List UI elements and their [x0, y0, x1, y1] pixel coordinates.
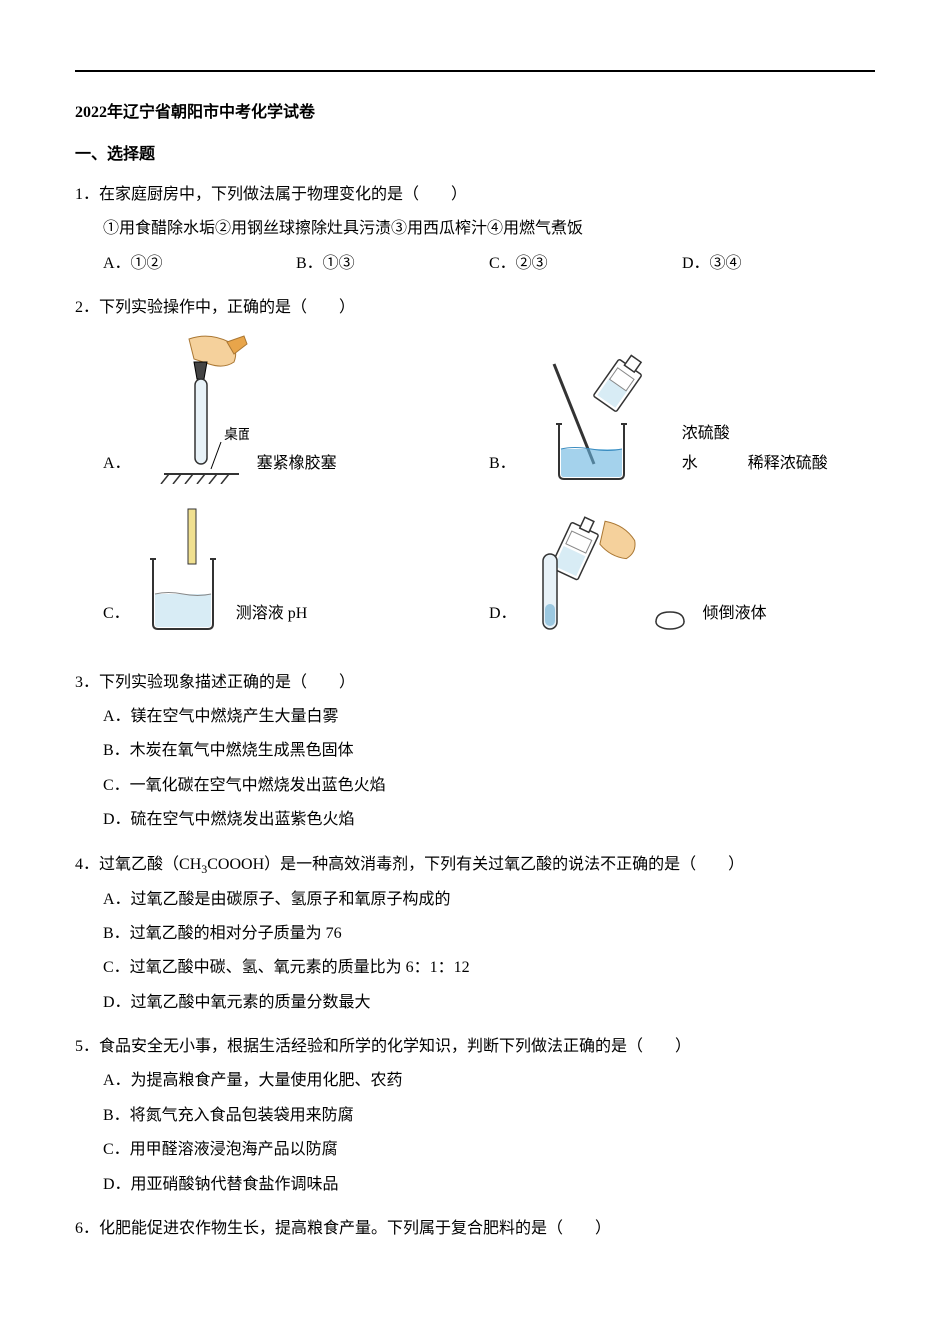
diagram-ph-icon: [138, 504, 228, 634]
option-d: D．硫在空气中燃烧发出蓝紫色火焰: [103, 805, 875, 835]
question-stem: 下列实验操作中，正确的是（ ）: [99, 299, 355, 316]
option-a: A．①②: [103, 249, 296, 279]
image-options: A．: [75, 334, 875, 654]
question-subtext: ①用食醋除水垢②用钢丝球擦除灶具污渍③用西瓜榨汁④用燃气煮饭: [75, 214, 875, 244]
option-a: A．过氧乙酸是由碳原子、氢原子和氧原子构成的: [103, 885, 875, 915]
question-number: 1．: [75, 186, 99, 203]
question-stem: 在家庭厨房中，下列做法属于物理变化的是（ ）: [99, 186, 467, 203]
diagram-box: 测溶液 pH: [138, 504, 308, 634]
question-stem-pre: 过氧乙酸（CH: [99, 856, 201, 873]
question-text: 3．下列实验现象描述正确的是（ ）: [75, 668, 875, 698]
option-b: B．①③: [296, 249, 489, 279]
question-5: 5．食品安全无小事，根据生活经验和所学的化学知识，判断下列做法正确的是（ ） A…: [75, 1032, 875, 1200]
annotation-water: 水: [682, 449, 730, 479]
option-label: A．: [103, 449, 131, 483]
diagram-stopper-icon: 桌面: [139, 334, 249, 484]
question-stem: 下列实验现象描述正确的是（ ）: [99, 674, 355, 691]
option-b: B．过氧乙酸的相对分子质量为 76: [103, 919, 875, 949]
option-d: D．③④: [682, 249, 875, 279]
section-header: 一、选择题: [75, 140, 875, 164]
question-number: 2．: [75, 299, 99, 316]
header-separator: [75, 70, 875, 72]
diagram-box: 倾倒液体: [525, 504, 767, 634]
diagram-caption: 稀释浓硫酸: [748, 449, 828, 483]
question-stem: 食品安全无小事，根据生活经验和所学的化学知识，判断下列做法正确的是（ ）: [99, 1038, 691, 1055]
question-stem-post: COOOH）是一种高效消毒剂，下列有关过氧乙酸的说法不正确的是（ ）: [207, 856, 744, 873]
diagram-annotations: 浓硫酸 水: [682, 419, 730, 484]
option-label: C．: [103, 599, 130, 633]
diagram-box: 桌面 塞紧橡胶塞: [139, 334, 337, 484]
option-list: A．为提高粮食产量，大量使用化肥、农药 B．将氮气充入食品包装袋用来防腐 C．用…: [75, 1066, 875, 1200]
question-stem: 化肥能促进农作物生长，提高粮食产量。下列属于复合肥料的是（ ）: [99, 1220, 611, 1237]
annotation-acid: 浓硫酸: [682, 419, 730, 449]
question-3: 3．下列实验现象描述正确的是（ ） A．镁在空气中燃烧产生大量白雾 B．木炭在氧…: [75, 668, 875, 836]
option-a: A．为提高粮食产量，大量使用化肥、农药: [103, 1066, 875, 1096]
question-number: 5．: [75, 1038, 99, 1055]
question-text: 2．下列实验操作中，正确的是（ ）: [75, 293, 875, 323]
question-number: 6．: [75, 1220, 99, 1237]
option-c: C．过氧乙酸中碳、氢、氧元素的质量比为 6：1：12: [103, 953, 875, 983]
question-text: 5．食品安全无小事，根据生活经验和所学的化学知识，判断下列做法正确的是（ ）: [75, 1032, 875, 1062]
option-a: A．镁在空气中燃烧产生大量白雾: [103, 702, 875, 732]
question-6: 6．化肥能促进农作物生长，提高粮食产量。下列属于复合肥料的是（ ）: [75, 1214, 875, 1244]
question-text: 1．在家庭厨房中，下列做法属于物理变化的是（ ）: [75, 180, 875, 210]
question-number: 4．: [75, 856, 99, 873]
question-4: 4．过氧乙酸（CH3COOOH）是一种高效消毒剂，下列有关过氧乙酸的说法不正确的…: [75, 850, 875, 1019]
question-2: 2．下列实验操作中，正确的是（ ） A．: [75, 293, 875, 653]
image-option-c: C． 测溶液 pH: [103, 504, 489, 634]
option-d: D．用亚硝酸钠代替食盐作调味品: [103, 1170, 875, 1200]
option-list: A．镁在空气中燃烧产生大量白雾 B．木炭在氧气中燃烧生成黑色固体 C．一氧化碳在…: [75, 702, 875, 836]
image-option-b: B．: [489, 334, 875, 484]
option-label: B．: [489, 449, 516, 483]
option-c: C．一氧化碳在空气中燃烧发出蓝色火焰: [103, 771, 875, 801]
question-number: 3．: [75, 674, 99, 691]
image-option-d: D．: [489, 504, 875, 634]
option-c: C．用甲醛溶液浸泡海产品以防腐: [103, 1135, 875, 1165]
option-c: C．②③: [489, 249, 682, 279]
diagram-caption: 塞紧橡胶塞: [257, 449, 337, 483]
option-b: B．木炭在氧气中燃烧生成黑色固体: [103, 736, 875, 766]
exam-title: 2022年辽宁省朝阳市中考化学试卷: [75, 98, 875, 122]
diagram-dilute-icon: [524, 354, 674, 484]
diagram-pour-icon: [525, 504, 695, 634]
options-row: A．①② B．①③ C．②③ D．③④: [75, 249, 875, 279]
option-label: D．: [489, 599, 517, 633]
question-text: 4．过氧乙酸（CH3COOOH）是一种高效消毒剂，下列有关过氧乙酸的说法不正确的…: [75, 850, 875, 881]
question-text: 6．化肥能促进农作物生长，提高粮食产量。下列属于复合肥料的是（ ）: [75, 1214, 875, 1244]
diagram-annotation: 桌面: [224, 427, 249, 443]
diagram-caption: 测溶液 pH: [236, 599, 308, 633]
image-option-a: A．: [103, 334, 489, 484]
diagram-box: 浓硫酸 水 稀释浓硫酸: [524, 354, 828, 484]
option-d: D．过氧乙酸中氧元素的质量分数最大: [103, 988, 875, 1018]
question-1: 1．在家庭厨房中，下列做法属于物理变化的是（ ） ①用食醋除水垢②用钢丝球擦除灶…: [75, 180, 875, 279]
option-b: B．将氮气充入食品包装袋用来防腐: [103, 1101, 875, 1131]
option-list: A．过氧乙酸是由碳原子、氢原子和氧原子构成的 B．过氧乙酸的相对分子质量为 76…: [75, 885, 875, 1019]
diagram-caption: 倾倒液体: [703, 599, 767, 633]
